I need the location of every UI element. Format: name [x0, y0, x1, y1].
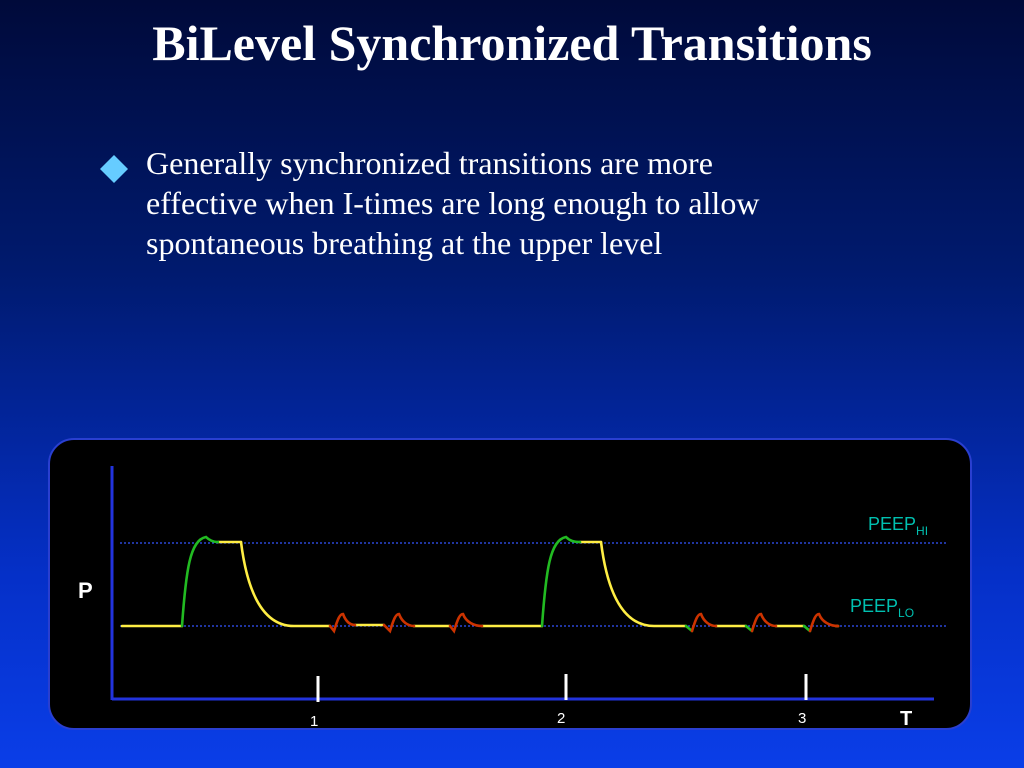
marker-label-3: 3 [798, 710, 806, 727]
y-axis-label: P [78, 578, 93, 603]
mandatory-breath-1 [180, 535, 220, 628]
x-axis-label: T [900, 708, 912, 730]
pressure-time-diagram: P T PEEPHI PEEPLO 1 2 3 [48, 438, 972, 730]
spontaneous-breath-4 [690, 612, 718, 633]
peep-hi-base: PEEP [868, 514, 916, 534]
marker-label-1: 1 [310, 713, 318, 730]
slide-title: BiLevel Synchronized Transitions [152, 15, 872, 71]
spontaneous-breath-6 [808, 612, 840, 633]
mandatory-breath-2 [540, 535, 582, 628]
release-decay-1 [239, 540, 332, 628]
marker-label-2: 2 [557, 710, 565, 727]
peep-hi-label: PEEPHI [868, 514, 928, 538]
spontaneous-breath-2 [382, 612, 416, 634]
peep-lo-base: PEEP [850, 596, 898, 616]
waveform-svg: P T PEEPHI PEEPLO 1 2 3 [78, 466, 946, 730]
release-decay-2 [599, 540, 688, 628]
bullet-text: Generally synchronized transitions are m… [146, 143, 946, 263]
peep-lo-label: PEEPLO [850, 596, 914, 620]
bullet-line-3: spontaneous breathing at the upper level [146, 225, 663, 261]
spontaneous-breath-1 [328, 612, 357, 634]
spontaneous-breath-3 [448, 612, 484, 634]
peep-lo-sub: LO [898, 606, 914, 620]
diamond-bullet-icon [100, 155, 128, 183]
peep-hi-sub: HI [916, 524, 928, 538]
spontaneous-breath-5 [750, 612, 778, 633]
bullet-line-2: effective when I-times are long enough t… [146, 185, 760, 221]
bullet-line-1: Generally synchronized transitions are m… [146, 145, 713, 181]
